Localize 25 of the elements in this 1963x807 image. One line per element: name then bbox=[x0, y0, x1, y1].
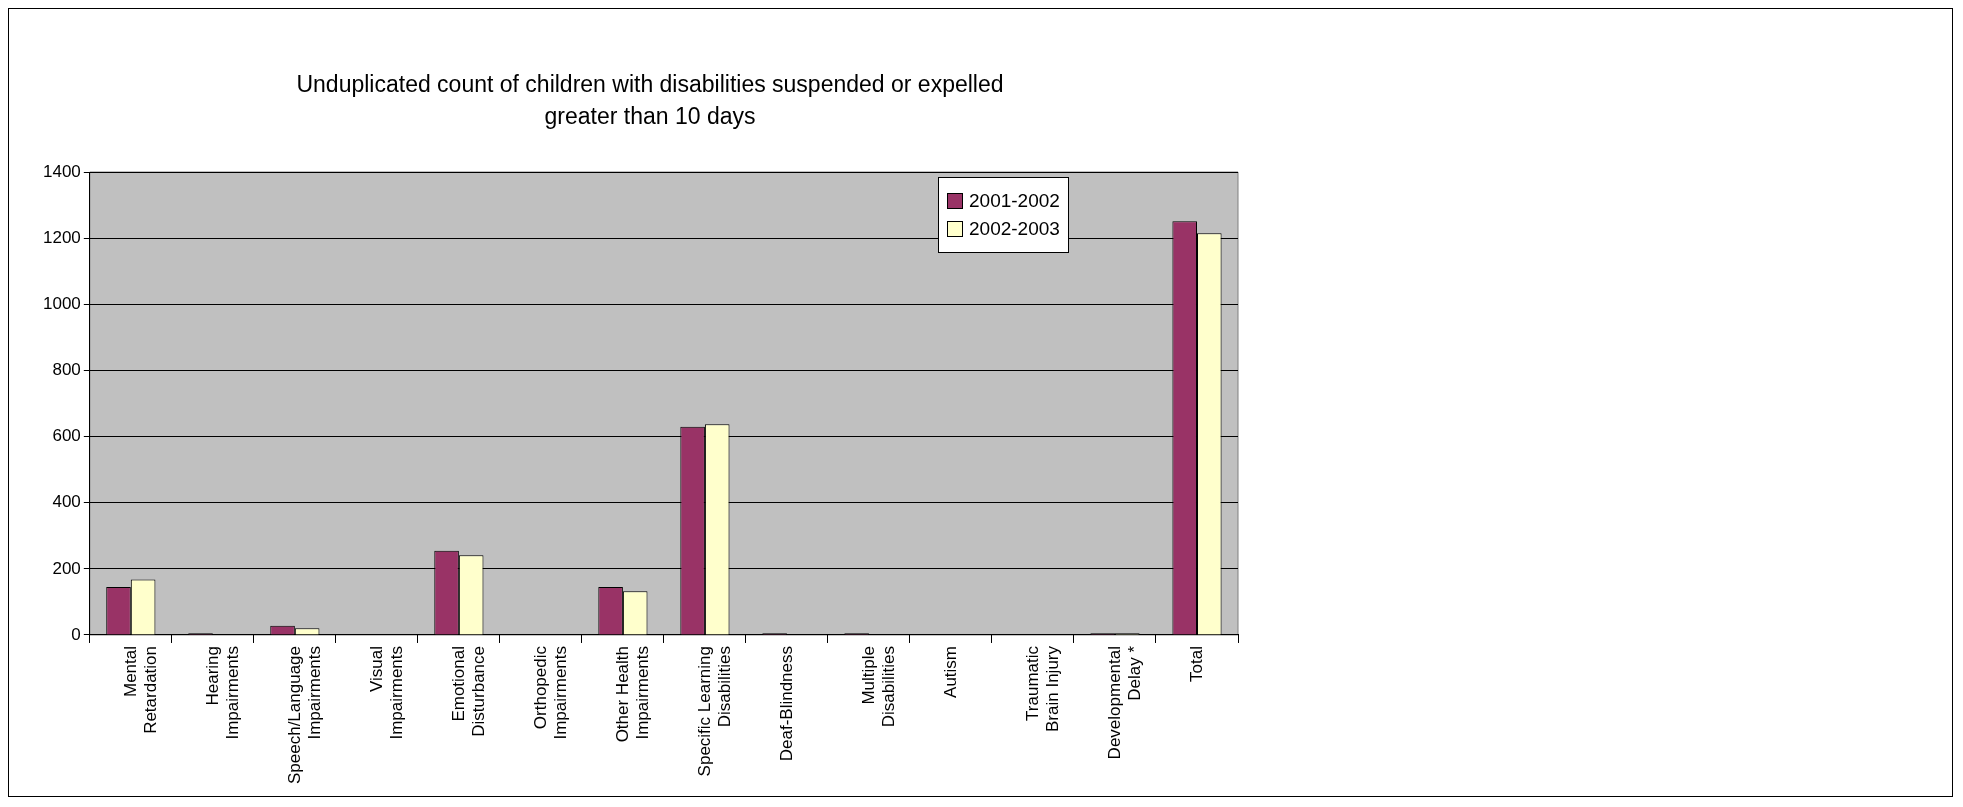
x-tick-label: Hearing Impairments bbox=[202, 645, 242, 740]
x-tick-label: Deaf-Blindness bbox=[776, 645, 796, 762]
x-tick-label: Autism bbox=[940, 645, 960, 698]
y-tick-label: 600 bbox=[52, 426, 81, 446]
x-tick-label: Emotional Disturbance bbox=[448, 645, 488, 737]
x-tick-label: Total bbox=[1186, 645, 1206, 682]
x-tick-label: Mental Retardation bbox=[120, 645, 160, 734]
y-tick-label: 0 bbox=[71, 624, 81, 644]
y-tick-label: 1200 bbox=[42, 227, 81, 247]
y-tick-label: 800 bbox=[52, 360, 81, 380]
x-tick-label: Speech/Language Impairments bbox=[284, 645, 324, 785]
x-tick-label: Other Health Impairments bbox=[612, 645, 652, 743]
y-tick-label: 400 bbox=[52, 492, 81, 512]
x-tick-label: Multiple Disabilities bbox=[858, 645, 899, 728]
x-tick-label: Traumatic Brain Injury bbox=[1022, 645, 1063, 732]
legend-label: 2001-2002 bbox=[969, 190, 1060, 212]
x-tick-label: Visual Impairments bbox=[366, 645, 406, 740]
legend-label: 2002-2003 bbox=[969, 218, 1060, 240]
x-tick-label: Developmental Delay * bbox=[1104, 645, 1145, 760]
x-tick-label: Specific Learning Disabilities bbox=[694, 645, 734, 777]
y-tick-label: 200 bbox=[52, 558, 81, 578]
chart-title: Unduplicated count of children with disabilities suspended or expelled greater than 10 days bbox=[295, 70, 1005, 131]
y-tick-label: 1000 bbox=[42, 293, 81, 313]
x-tick-label: Orthopedic Impairments bbox=[530, 645, 570, 740]
y-tick-label: 1400 bbox=[42, 161, 81, 181]
